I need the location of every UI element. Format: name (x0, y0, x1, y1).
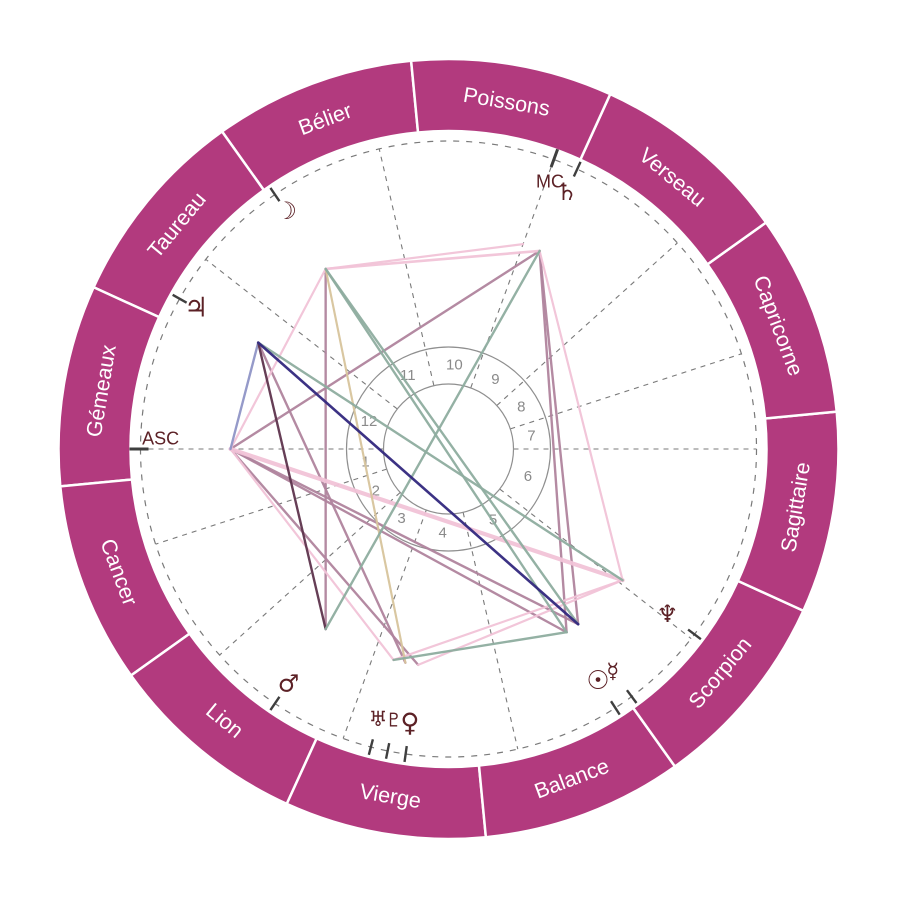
planet-tick-moon (269, 187, 281, 202)
aspect-line-moon-mercury (324, 267, 580, 626)
planet-tick-uranus (367, 739, 375, 756)
sign-segment-scorpion (631, 579, 806, 769)
planet-tick-jupiter (172, 293, 188, 304)
mc-label: MC (536, 172, 564, 192)
house-cusp-line (205, 258, 398, 410)
mc-tick (549, 148, 560, 168)
aspect-line-moon-sun (324, 267, 568, 634)
planet-glyph-jupiter: ♃ (184, 293, 208, 324)
house-number-2: 2 (372, 483, 380, 500)
sign-segment-poissons (409, 57, 612, 162)
aspect-line-jupiter-mercury (256, 341, 580, 626)
planet-glyph-saturn: ♄ (556, 178, 578, 206)
aspect-line-jupiter-mars (257, 341, 327, 631)
aspect-line-moon-pluto (324, 267, 407, 664)
planet-glyph-neptune: ♆ (657, 600, 679, 628)
sign-segment-vierge (285, 736, 488, 841)
house-cusp-lines (140, 148, 757, 750)
degree-ticks (129, 148, 702, 763)
house-number-10: 10 (446, 357, 463, 374)
house-outer-circle (345, 346, 552, 552)
sign-segment-capricorne (705, 220, 839, 420)
house-number-7: 7 (527, 427, 535, 444)
house-number-3: 3 (397, 510, 405, 527)
planet-tick-sun (610, 700, 621, 716)
planet-tick-venus (403, 745, 408, 763)
sign-segment-balance (477, 706, 677, 839)
planet-glyph-sun: ☉ (586, 666, 609, 696)
planet-tick-mercury (625, 689, 638, 704)
aspect-line-saturn-mercury (538, 249, 580, 626)
house-cusp-line (496, 242, 678, 406)
aspect-line-asc-jupiter (229, 341, 260, 451)
asc-label: ASC (142, 428, 179, 448)
aspect-line-saturn-sun (538, 249, 568, 634)
aspect-line-saturn-neptune (538, 249, 624, 582)
planet-glyph-mars: ♂ (278, 670, 300, 698)
planet-tick-pluto (384, 742, 391, 760)
house-number-9: 9 (491, 371, 499, 388)
planet-glyphs: ☽ ♃ ♄ ♂ ♅♇♀ ☉☿ ♆ (184, 178, 678, 738)
aspect-line-asc-sun (229, 447, 568, 634)
aspect-line-jupiter-neptune (257, 341, 624, 582)
planet-glyph-moon: ☽ (275, 197, 297, 225)
sign-segment-gémeaux (57, 285, 161, 488)
aspect-line-asc-venus (229, 447, 420, 667)
planet-tick-saturn (572, 161, 582, 177)
aspect-line-asc-neptune (228, 446, 625, 583)
planet-glyph-uranus: ♅ (369, 707, 388, 731)
house-cusp-line (462, 512, 519, 750)
aspect-line-moon-saturn (324, 249, 541, 271)
aspect-line-asc-uranus (229, 447, 395, 662)
house-cusp-line (510, 353, 742, 430)
sign-segment-verseau (578, 92, 768, 267)
aspect-line-asc-mercury (229, 447, 580, 626)
sign-segment-sagittaire (736, 410, 840, 613)
planet-glyph-pluto: ♇ (385, 710, 402, 732)
sign-segment-cancer (58, 478, 192, 678)
planet-tick-mars (269, 696, 281, 711)
sign-segment-taureau (91, 129, 266, 319)
aspect-line-saturn-mars (324, 249, 541, 631)
aspect-line-uranus-sun (392, 631, 568, 662)
aspect-line-moon-mc (324, 243, 525, 271)
sign-segment-lion (129, 631, 319, 806)
aspect-line-asc-saturn (229, 249, 541, 451)
aspect-line-uranus-neptune (392, 579, 624, 662)
house-cusp-line (378, 148, 435, 386)
aspect-line-jupiter-pluto (257, 341, 407, 664)
aspect-lines (228, 243, 625, 667)
house-cusp-line (155, 468, 387, 545)
house-number-4: 4 (438, 524, 446, 541)
house-number-8: 8 (517, 399, 525, 416)
planet-tick-neptune (687, 628, 702, 641)
planet-glyph-venus: ♀ (400, 708, 419, 738)
house-number-6: 6 (524, 468, 532, 485)
planet-glyph-mercury: ☿ (606, 659, 619, 683)
